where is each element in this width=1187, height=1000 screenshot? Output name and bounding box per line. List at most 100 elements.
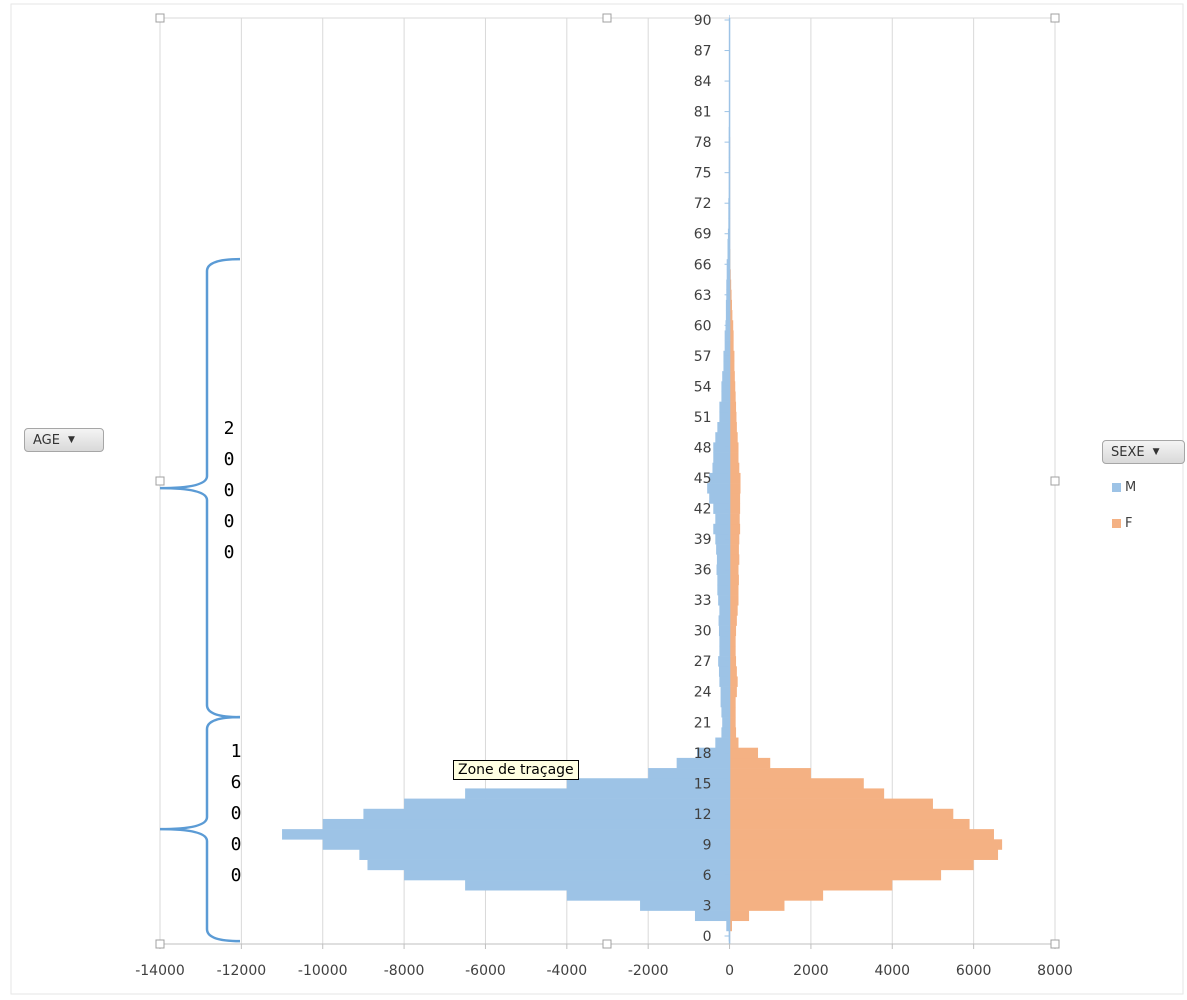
bracket-label-16000: 1 6 0 0 0 bbox=[230, 741, 242, 886]
bar-f-age-31 bbox=[729, 615, 737, 626]
bar-f-age-42 bbox=[729, 503, 741, 514]
bar-m-age-44 bbox=[707, 483, 730, 494]
bar-m-age-1 bbox=[726, 920, 730, 932]
resize-handle[interactable] bbox=[155, 476, 165, 486]
bar-f-age-60 bbox=[729, 320, 734, 331]
age-field-label: AGE bbox=[33, 432, 60, 448]
bar-f-age-45 bbox=[729, 472, 741, 484]
bar-f-age-7 bbox=[729, 859, 974, 871]
bar-m-age-48 bbox=[713, 442, 730, 453]
bar-m-age-39 bbox=[715, 533, 730, 545]
bar-m-age-53 bbox=[721, 391, 730, 402]
bar-f-age-48 bbox=[729, 442, 739, 453]
bar-m-age-36 bbox=[716, 564, 730, 575]
chart-area-border bbox=[10, 3, 1184, 995]
bar-m-age-13 bbox=[404, 798, 730, 810]
bar-m-age-6 bbox=[404, 869, 730, 881]
bar-f-age-59 bbox=[729, 330, 734, 341]
sexe-field-button[interactable]: SEXE ▼ bbox=[1102, 440, 1185, 464]
bar-f-age-41 bbox=[729, 513, 740, 525]
y-tick-label: 12 bbox=[694, 807, 712, 823]
bar-m-age-31 bbox=[718, 615, 730, 626]
bar-m-age-25 bbox=[719, 676, 730, 687]
bar-f-age-20 bbox=[729, 727, 737, 738]
y-tick-label: 36 bbox=[694, 563, 712, 579]
bar-f-age-40 bbox=[729, 523, 741, 535]
bar-f-age-6 bbox=[729, 869, 942, 881]
legend-item-m[interactable]: M bbox=[1112, 480, 1136, 495]
bar-f-age-51 bbox=[729, 411, 737, 423]
bar-f-age-62 bbox=[729, 299, 732, 311]
bar-f-age-36 bbox=[729, 564, 739, 575]
bar-f-age-35 bbox=[729, 574, 739, 586]
bar-f-age-37 bbox=[729, 554, 740, 565]
bar-m-age-27 bbox=[718, 656, 730, 667]
bar-m-age-46 bbox=[712, 462, 730, 474]
bar-f-age-56 bbox=[729, 360, 735, 372]
bar-m-age-68 bbox=[727, 238, 730, 250]
bar-f-age-34 bbox=[729, 584, 739, 596]
resize-handle[interactable] bbox=[602, 13, 612, 23]
bar-f-age-4 bbox=[729, 890, 824, 901]
legend-item-f[interactable]: F bbox=[1112, 516, 1132, 531]
legend-swatch-m bbox=[1112, 483, 1121, 492]
bar-f-age-30 bbox=[729, 625, 737, 637]
resize-handle[interactable] bbox=[1050, 939, 1060, 949]
bar-f-age-18 bbox=[729, 747, 759, 759]
bracket-16000 bbox=[159, 715, 241, 943]
bar-f-age-64 bbox=[729, 279, 732, 291]
bar-m-age-11 bbox=[322, 818, 730, 830]
bar-f-age-38 bbox=[729, 544, 739, 555]
y-tick-label: 84 bbox=[694, 74, 712, 90]
bar-f-age-10 bbox=[729, 829, 994, 840]
bar-f-age-19 bbox=[729, 737, 739, 749]
bar-m-age-16 bbox=[648, 768, 730, 779]
bar-m-age-5 bbox=[465, 880, 730, 891]
bar-m-age-49 bbox=[715, 432, 730, 443]
y-tick-label: 51 bbox=[694, 410, 712, 426]
bar-m-age-23 bbox=[720, 696, 730, 708]
bar-f-age-11 bbox=[729, 818, 970, 830]
resize-handle[interactable] bbox=[1050, 13, 1060, 23]
bar-m-age-33 bbox=[718, 595, 730, 606]
x-tick-label: 4000 bbox=[874, 963, 910, 979]
bar-m-age-45 bbox=[709, 472, 730, 484]
bar-f-age-43 bbox=[729, 493, 741, 504]
bar-m-age-22 bbox=[721, 707, 730, 718]
bar-m-age-19 bbox=[715, 737, 730, 749]
bar-f-age-21 bbox=[729, 717, 736, 728]
bar-f-age-26 bbox=[729, 666, 737, 677]
x-tick-label: -6000 bbox=[465, 963, 506, 979]
bar-f-age-55 bbox=[729, 371, 735, 382]
bar-f-age-49 bbox=[729, 432, 738, 443]
bar-m-age-35 bbox=[717, 574, 730, 586]
bar-f-age-3 bbox=[729, 900, 785, 911]
x-tick-label: -2000 bbox=[628, 963, 669, 979]
x-tick-label: 0 bbox=[725, 963, 734, 979]
age-field-button[interactable]: AGE ▼ bbox=[24, 428, 104, 452]
bar-m-age-50 bbox=[717, 422, 730, 433]
resize-handle[interactable] bbox=[155, 939, 165, 949]
y-tick-label: 75 bbox=[694, 166, 712, 182]
resize-handle[interactable] bbox=[602, 939, 612, 949]
resize-handle[interactable] bbox=[155, 13, 165, 23]
bar-m-age-17 bbox=[676, 757, 730, 769]
bar-m-age-37 bbox=[716, 554, 730, 565]
x-tick-label: -10000 bbox=[298, 963, 348, 979]
y-tick-label: 69 bbox=[694, 227, 712, 243]
bar-m-age-2 bbox=[694, 910, 730, 922]
selection-handles[interactable] bbox=[155, 13, 1060, 949]
bar-f-age-27 bbox=[729, 656, 737, 667]
bar-f-age-16 bbox=[729, 768, 811, 779]
y-tick-label: 0 bbox=[703, 929, 712, 945]
legend-label-f: F bbox=[1125, 516, 1133, 531]
y-tick-label: 30 bbox=[694, 624, 712, 640]
bar-m-age-20 bbox=[721, 727, 730, 738]
bar-f-age-39 bbox=[729, 533, 740, 545]
resize-handle[interactable] bbox=[1050, 476, 1060, 486]
bar-f-age-24 bbox=[729, 686, 737, 698]
bar-m-age-43 bbox=[709, 493, 730, 504]
bar-m-age-30 bbox=[718, 625, 730, 637]
y-tick-label: 39 bbox=[694, 532, 712, 548]
bar-m-age-29 bbox=[719, 635, 730, 647]
